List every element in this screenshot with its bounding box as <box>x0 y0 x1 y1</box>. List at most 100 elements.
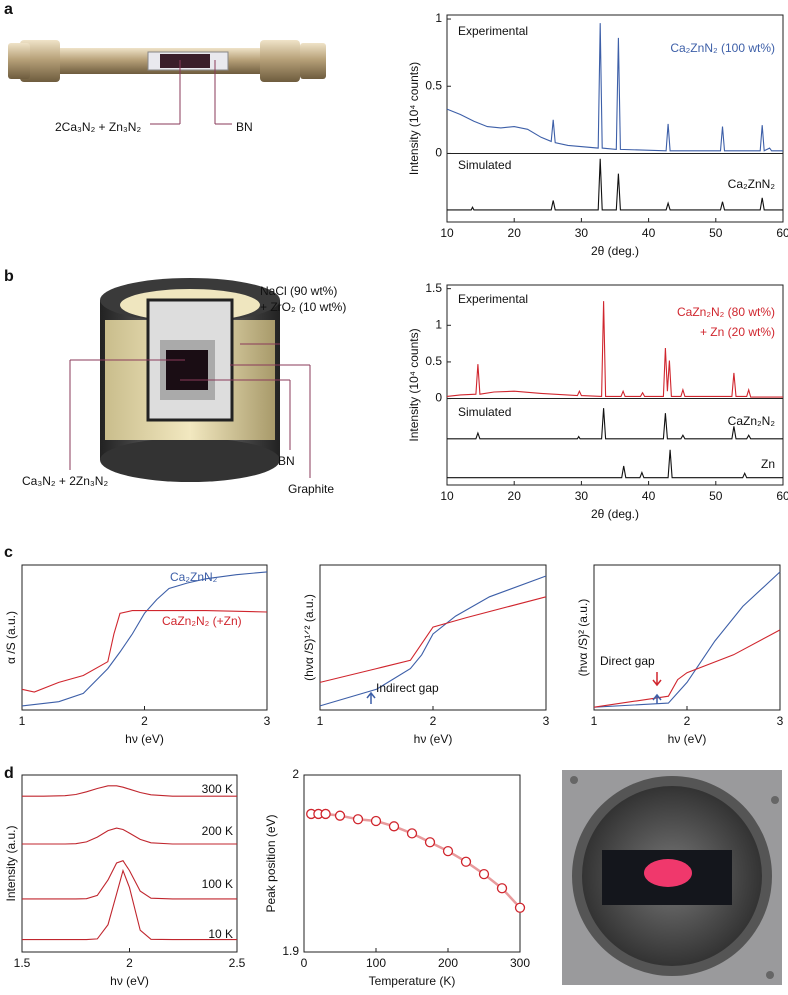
x-tick-label: 20 <box>508 226 522 240</box>
data-point <box>460 856 472 867</box>
data-point <box>320 808 331 820</box>
x-tick-label: 3 <box>543 714 550 728</box>
diagram-label: Ca₃N₂ + 2Zn₃N₂ <box>22 474 108 488</box>
x-axis-label: 2θ (deg.) <box>591 244 639 258</box>
y-axis-label: Intensity (a.u.) <box>4 825 18 901</box>
series-line <box>21 571 268 707</box>
x-tick-label: 1 <box>19 714 26 728</box>
series-label: CaZn₂N₂ (+Zn) <box>162 614 242 628</box>
y-tick-label: 1 <box>435 11 442 25</box>
x-tick-label: 30 <box>575 226 589 240</box>
x-tick-label: 0 <box>301 956 308 970</box>
series-line <box>446 23 783 152</box>
y-tick-label: 1.5 <box>425 281 442 295</box>
series-label: Ca₂ZnN₂ <box>728 177 776 191</box>
x-tick-label: 40 <box>642 226 656 240</box>
x-tick-label: 100 <box>366 956 386 970</box>
data-point <box>370 815 382 827</box>
x-tick-label: 10 <box>440 489 454 503</box>
plot-frame <box>593 564 781 711</box>
y-axis-label: Intensity (10⁴ counts) <box>407 62 421 175</box>
sample-photo <box>562 770 782 985</box>
x-axis-label: 2θ (deg.) <box>591 507 639 521</box>
x-tick-label: 1 <box>317 714 324 728</box>
x-tick-label: 200 <box>438 956 458 970</box>
x-tick-label: 2.5 <box>229 956 246 970</box>
x-axis-label: hν (eV) <box>110 974 149 988</box>
y-axis-label: (hνα /S)² (a.u.) <box>576 599 590 677</box>
plot-frame <box>303 774 521 953</box>
plot-frame <box>446 284 784 486</box>
data-point <box>406 828 418 839</box>
y-axis-label: Intensity (10⁴ counts) <box>407 328 421 441</box>
panel-label: a <box>4 1 13 18</box>
data-point <box>478 868 490 880</box>
series-label: 200 K <box>202 824 233 838</box>
series-line <box>319 575 547 707</box>
x-axis-label: Temperature (K) <box>369 974 456 988</box>
series-line <box>22 827 237 845</box>
diagram-label: 2Ca₃N₂ + Zn₃N₂ <box>55 120 141 134</box>
panel-label: b <box>4 268 14 285</box>
series-line <box>446 301 783 398</box>
series-line <box>447 449 783 479</box>
series-line <box>311 812 521 909</box>
annotation: + Zn (20 wt%) <box>700 325 775 339</box>
series-line <box>22 785 237 797</box>
data-point <box>388 821 400 832</box>
annotation: Simulated <box>458 405 511 419</box>
y-tick-label: 0.5 <box>425 354 442 368</box>
annotation: Ca₂ZnN₂ (100 wt%) <box>670 41 775 55</box>
x-tick-label: 60 <box>776 226 788 240</box>
y-axis-label: α /S (a.u.) <box>4 611 18 664</box>
plot-frame <box>21 774 238 953</box>
series-line <box>593 571 781 708</box>
annotation: Indirect gap <box>376 681 439 695</box>
arrow <box>652 672 662 687</box>
series-label: 100 K <box>202 877 233 891</box>
x-tick-label: 3 <box>264 714 271 728</box>
annotation: Direct gap <box>600 654 655 668</box>
panel-label: c <box>4 544 13 561</box>
data-point <box>514 902 526 913</box>
arrow <box>652 693 662 704</box>
x-tick-label: 300 <box>510 956 530 970</box>
plot-frame <box>21 564 268 711</box>
series-line <box>593 629 781 708</box>
series-label: Ca₂ZnN₂ <box>170 570 218 584</box>
series-label: Experimental <box>458 292 528 306</box>
series-line <box>447 158 783 211</box>
annotation: Simulated <box>458 158 511 172</box>
x-tick-label: 60 <box>776 489 788 503</box>
x-tick-label: 50 <box>709 226 723 240</box>
series-line <box>22 860 237 900</box>
data-point <box>334 810 346 821</box>
x-tick-label: 1 <box>591 714 598 728</box>
cell-diagram <box>69 278 311 482</box>
y-axis-label: Peak position (eV) <box>264 814 278 912</box>
data-point <box>424 837 436 848</box>
x-tick-label: 30 <box>575 489 589 503</box>
x-tick-label: 1.5 <box>14 956 31 970</box>
x-tick-label: 50 <box>709 489 723 503</box>
series-line <box>22 868 237 941</box>
diagram-label: BN <box>278 454 295 468</box>
x-tick-label: 20 <box>508 489 522 503</box>
annotation: CaZn₂N₂ (80 wt%) <box>677 305 775 319</box>
arrow <box>366 691 376 704</box>
x-tick-label: 2 <box>126 956 133 970</box>
y-tick-label: 0 <box>435 146 442 160</box>
x-tick-label: 2 <box>141 714 148 728</box>
y-tick-label: 2 <box>292 767 299 781</box>
series-label: Experimental <box>458 24 528 38</box>
x-axis-label: hν (eV) <box>668 732 707 746</box>
series-label: Zn <box>761 457 775 471</box>
x-tick-label: 10 <box>440 226 454 240</box>
diagram-label: Graphite <box>288 482 334 496</box>
series-label: CaZn₂N₂ <box>728 414 776 428</box>
x-axis-label: hν (eV) <box>414 732 453 746</box>
diagram-label: BN <box>236 120 253 134</box>
data-point <box>352 814 364 825</box>
x-tick-label: 2 <box>430 714 437 728</box>
plot-frame <box>446 14 784 223</box>
